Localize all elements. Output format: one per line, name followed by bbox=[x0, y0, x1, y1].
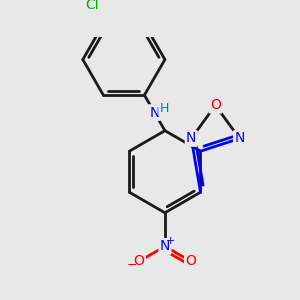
Text: N: N bbox=[234, 131, 245, 146]
Text: O: O bbox=[210, 98, 221, 112]
Text: N: N bbox=[160, 239, 170, 254]
Text: +: + bbox=[166, 236, 176, 246]
Text: N: N bbox=[186, 131, 196, 146]
Text: O: O bbox=[185, 254, 196, 268]
Text: Cl: Cl bbox=[85, 0, 99, 12]
Text: −: − bbox=[126, 259, 137, 272]
Text: N: N bbox=[149, 106, 160, 120]
Text: O: O bbox=[134, 254, 145, 268]
Text: H: H bbox=[160, 102, 169, 115]
